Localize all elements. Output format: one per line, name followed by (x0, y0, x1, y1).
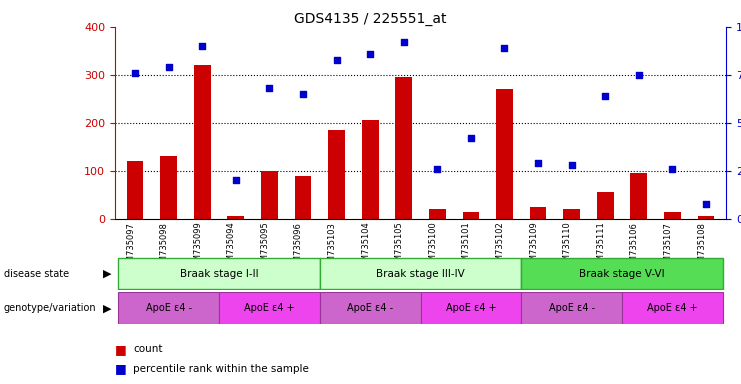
Bar (328, 130, 345, 219)
Point (633, 72, 645, 78)
Text: disease state: disease state (4, 268, 69, 279)
Text: ▶: ▶ (103, 303, 111, 313)
Text: ApoE ε4 -: ApoE ε4 - (347, 303, 393, 313)
Text: ■: ■ (115, 343, 127, 356)
Bar (396, 77, 412, 219)
Bar (119, 258, 320, 289)
Bar (119, 293, 219, 324)
Bar (219, 293, 320, 324)
Text: Braak stage V-VI: Braak stage V-VI (579, 268, 665, 279)
Point (465, 135, 476, 141)
Point (700, 200, 712, 207)
Point (163, 64, 175, 70)
Point (129, 70, 141, 76)
Bar (320, 258, 521, 289)
Bar (563, 209, 580, 219)
Point (431, 166, 443, 172)
Point (365, 51, 376, 57)
Text: ApoE ε4 +: ApoE ε4 + (445, 303, 496, 313)
Point (196, 43, 208, 49)
Point (398, 39, 410, 45)
Text: ApoE ε4 -: ApoE ε4 - (548, 303, 595, 313)
Bar (429, 209, 445, 219)
Point (330, 56, 342, 63)
Text: ApoE ε4 -: ApoE ε4 - (145, 303, 192, 313)
Text: percentile rank within the sample: percentile rank within the sample (133, 364, 309, 374)
Bar (597, 192, 614, 219)
Text: GDS4135 / 225551_at: GDS4135 / 225551_at (294, 12, 447, 25)
Point (499, 45, 511, 51)
Bar (462, 212, 479, 219)
Text: Braak stage I-II: Braak stage I-II (179, 268, 259, 279)
Bar (160, 157, 177, 219)
Bar (362, 121, 379, 219)
Text: count: count (133, 344, 163, 354)
Point (666, 166, 678, 172)
Point (230, 177, 242, 184)
Bar (631, 173, 647, 219)
Bar (664, 212, 681, 219)
Point (264, 85, 276, 91)
Bar (622, 293, 722, 324)
Bar (420, 293, 521, 324)
Text: ■: ■ (115, 362, 127, 375)
Bar (521, 293, 622, 324)
Bar (295, 176, 311, 219)
Point (297, 91, 309, 97)
Bar (697, 217, 714, 219)
Bar (496, 89, 513, 219)
Bar (127, 161, 144, 219)
Bar (261, 171, 278, 219)
Bar (521, 258, 722, 289)
Bar (227, 217, 245, 219)
Bar (194, 65, 210, 219)
Text: ApoE ε4 +: ApoE ε4 + (647, 303, 698, 313)
Text: ApoE ε4 +: ApoE ε4 + (244, 303, 295, 313)
Text: ▶: ▶ (103, 268, 111, 279)
Point (532, 160, 544, 166)
Point (599, 93, 611, 99)
Text: Braak stage III-IV: Braak stage III-IV (376, 268, 465, 279)
Bar (320, 293, 420, 324)
Bar (530, 207, 546, 219)
Point (565, 162, 577, 168)
Text: genotype/variation: genotype/variation (4, 303, 96, 313)
